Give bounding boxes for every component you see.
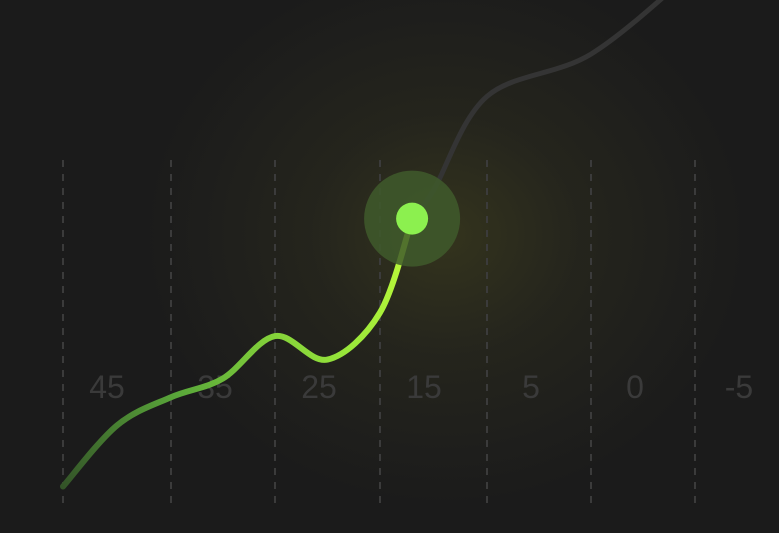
future-series-line [409,0,664,222]
active-series-line [60,215,416,490]
data-point-marker[interactable] [396,202,429,235]
x-tick-label: 45 [89,369,125,405]
x-tick-labels: 45 35 25 15 5 0 -5 [89,369,753,405]
x-tick-label: -5 [725,369,753,405]
x-tick-label: 0 [626,369,644,405]
x-tick-label: 25 [301,369,337,405]
x-tick-label: 5 [522,369,540,405]
x-tick-label: 15 [406,369,442,405]
